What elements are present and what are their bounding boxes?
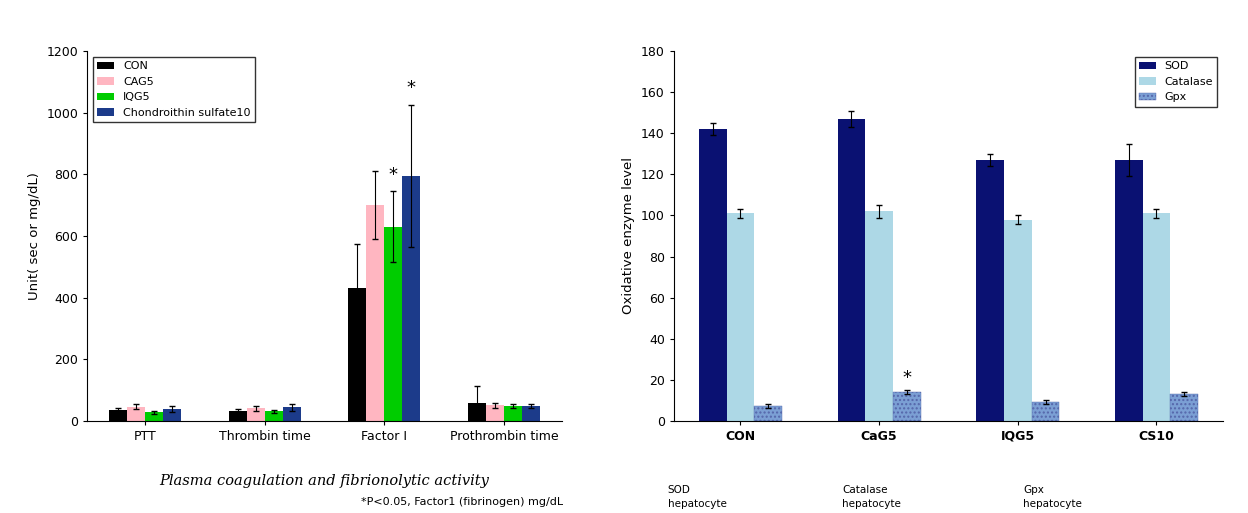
Legend: CON, CAG5, IQG5, Chondroithin sulfate10: CON, CAG5, IQG5, Chondroithin sulfate10 bbox=[92, 57, 255, 123]
Text: Catalase
hepatocyte
mmole /mg/min protein: Catalase hepatocyte mmole /mg/min protei… bbox=[842, 485, 966, 513]
Bar bbox=[348, 288, 367, 421]
Bar bbox=[162, 409, 181, 421]
Y-axis label: Oxidative enzyme level: Oxidative enzyme level bbox=[623, 157, 635, 314]
Bar bbox=[1032, 402, 1060, 421]
Text: *: * bbox=[389, 166, 398, 184]
Bar bbox=[228, 410, 247, 421]
Bar bbox=[282, 407, 301, 421]
Legend: SOD, Catalase, Gpx: SOD, Catalase, Gpx bbox=[1134, 57, 1218, 107]
Bar bbox=[894, 392, 921, 421]
Bar bbox=[109, 410, 127, 421]
Text: *: * bbox=[407, 80, 416, 97]
Bar bbox=[754, 406, 782, 421]
Bar bbox=[522, 406, 540, 421]
Bar bbox=[487, 405, 504, 421]
Bar bbox=[265, 411, 282, 421]
Bar bbox=[127, 407, 145, 421]
Bar bbox=[384, 227, 402, 421]
Bar bbox=[145, 412, 162, 421]
Bar bbox=[837, 119, 865, 421]
Bar bbox=[402, 176, 421, 421]
Bar bbox=[1114, 160, 1143, 421]
Bar bbox=[367, 205, 384, 421]
Bar bbox=[247, 408, 265, 421]
Text: *P<0.05, Factor1 (fibrinogen) mg/dL: *P<0.05, Factor1 (fibrinogen) mg/dL bbox=[361, 497, 563, 507]
Bar bbox=[1171, 394, 1198, 421]
Bar bbox=[504, 406, 522, 421]
Bar bbox=[1143, 213, 1171, 421]
Y-axis label: Unit( sec or mg/dL): Unit( sec or mg/dL) bbox=[27, 172, 41, 300]
Bar bbox=[1003, 220, 1032, 421]
Bar bbox=[865, 211, 894, 421]
Bar bbox=[699, 129, 726, 421]
Text: *: * bbox=[902, 369, 911, 387]
Text: Plasma coagulation and fibrionolytic activity: Plasma coagulation and fibrionolytic act… bbox=[160, 474, 489, 488]
Bar bbox=[726, 213, 754, 421]
Text: Gpx
hepatocyte
mmole NADPH oxidase/mg protein/min: Gpx hepatocyte mmole NADPH oxidase/mg pr… bbox=[1023, 485, 1227, 513]
Bar bbox=[976, 160, 1003, 421]
Text: SOD
hepatocyte
unit/mg/protein: SOD hepatocyte unit/mg/protein bbox=[668, 485, 749, 513]
Bar bbox=[468, 403, 487, 421]
